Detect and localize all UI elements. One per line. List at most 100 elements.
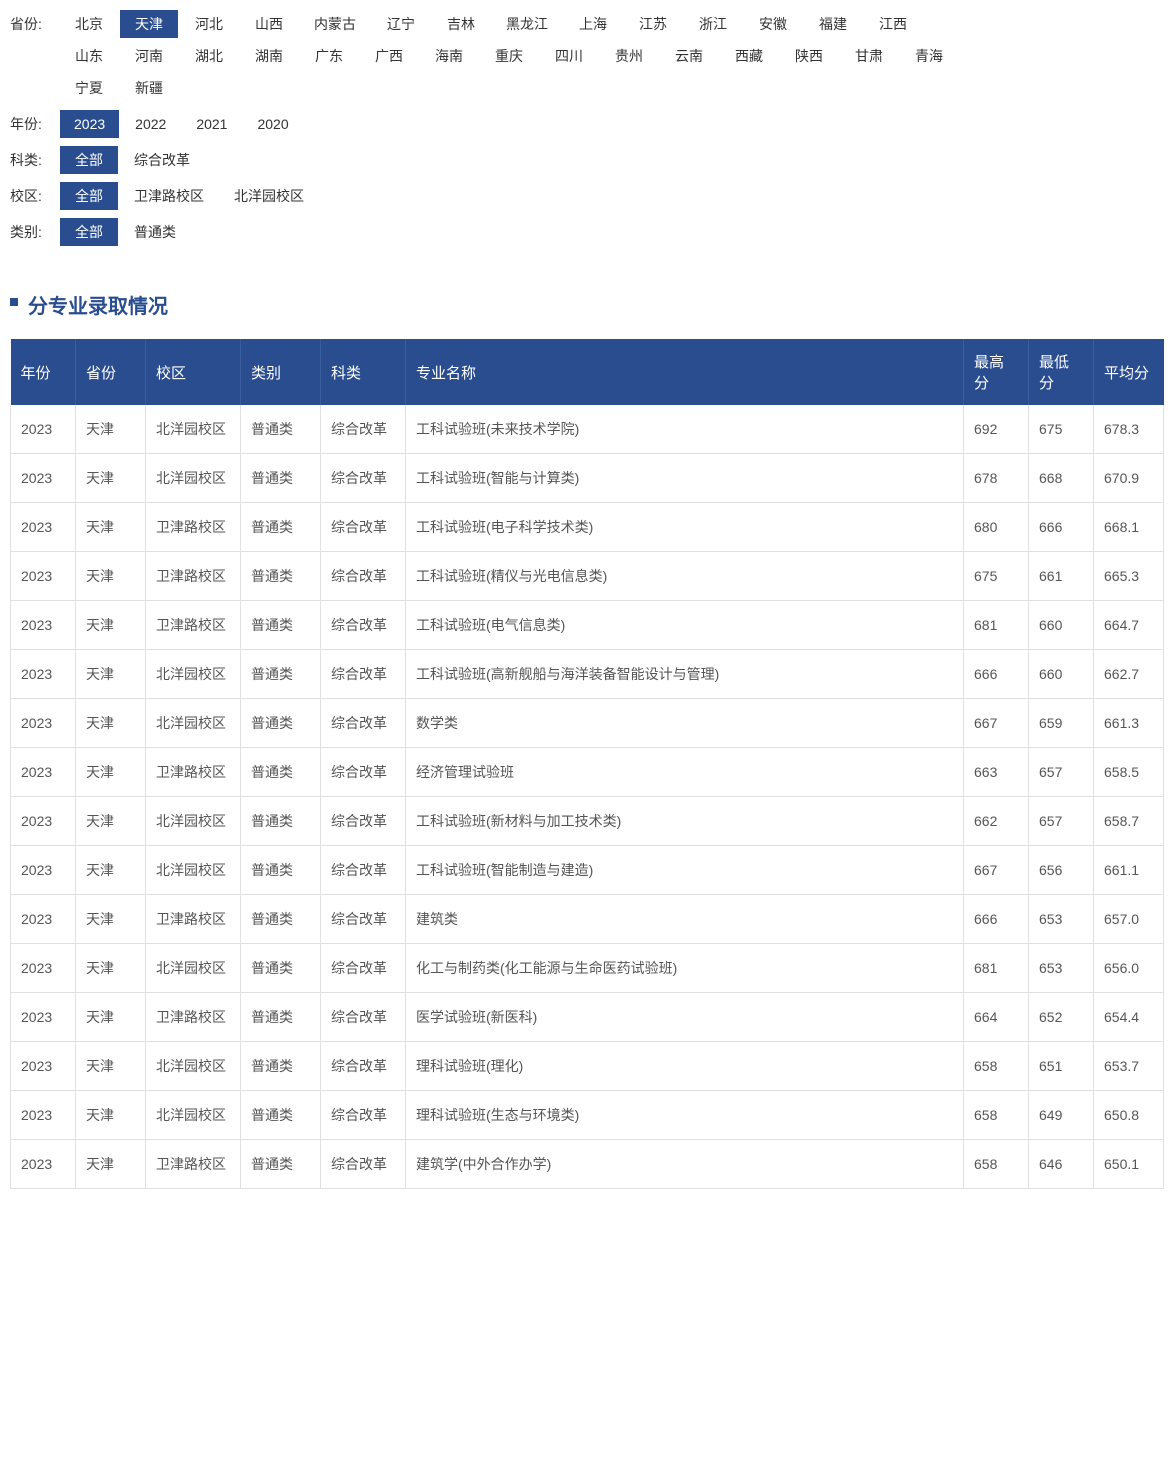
filter-option[interactable]: 西藏 [720, 42, 778, 70]
table-cell: 658 [964, 1091, 1029, 1140]
filter-option[interactable]: 新疆 [120, 74, 178, 102]
filter-option[interactable]: 湖南 [240, 42, 298, 70]
filter-option[interactable]: 普通类 [120, 218, 190, 246]
filter-option[interactable]: 安徽 [744, 10, 802, 38]
table-cell: 工科试验班(精仪与光电信息类) [406, 552, 964, 601]
table-cell: 普通类 [241, 993, 321, 1042]
filter-option[interactable]: 上海 [564, 10, 622, 38]
table-row: 2023天津北洋园校区普通类综合改革工科试验班(新材料与加工技术类)662657… [11, 797, 1164, 846]
filter-option[interactable]: 江西 [864, 10, 922, 38]
table-cell: 2023 [11, 1140, 76, 1189]
table-row: 2023天津卫津路校区普通类综合改革医学试验班(新医科)664652654.4 [11, 993, 1164, 1042]
filter-option[interactable]: 广东 [300, 42, 358, 70]
filter-option[interactable]: 山西 [240, 10, 298, 38]
table-cell: 天津 [76, 699, 146, 748]
filter-options: 全部普通类 [60, 218, 192, 250]
filter-option[interactable]: 福建 [804, 10, 862, 38]
filter-option[interactable]: 全部 [60, 146, 118, 174]
filter-option[interactable]: 2022 [121, 110, 180, 138]
table-cell: 661 [1029, 552, 1094, 601]
table-cell: 天津 [76, 454, 146, 503]
filter-label: 校区: [10, 182, 60, 210]
table-cell: 经济管理试验班 [406, 748, 964, 797]
table-cell: 2023 [11, 846, 76, 895]
filter-option[interactable]: 河北 [180, 10, 238, 38]
table-cell: 653.7 [1094, 1042, 1164, 1091]
table-cell: 681 [964, 944, 1029, 993]
table-cell: 666 [964, 895, 1029, 944]
table-cell: 理科试验班(生态与环境类) [406, 1091, 964, 1140]
table-cell: 普通类 [241, 895, 321, 944]
table-cell: 659 [1029, 699, 1094, 748]
filter-option[interactable]: 贵州 [600, 42, 658, 70]
table-cell: 2023 [11, 1091, 76, 1140]
table-cell: 668 [1029, 454, 1094, 503]
table-cell: 北洋园校区 [146, 846, 241, 895]
table-cell: 卫津路校区 [146, 503, 241, 552]
table-row: 2023天津北洋园校区普通类综合改革化工与制药类(化工能源与生命医药试验班)68… [11, 944, 1164, 993]
table-cell: 658.7 [1094, 797, 1164, 846]
filter-option[interactable]: 四川 [540, 42, 598, 70]
table-cell: 2023 [11, 503, 76, 552]
filter-option[interactable]: 北京 [60, 10, 118, 38]
filter-option[interactable]: 湖北 [180, 42, 238, 70]
table-cell: 657.0 [1094, 895, 1164, 944]
table-cell: 657 [1029, 748, 1094, 797]
table-cell: 工科试验班(智能与计算类) [406, 454, 964, 503]
filter-option[interactable]: 天津 [120, 10, 178, 38]
filter-option[interactable]: 江苏 [624, 10, 682, 38]
filter-option[interactable]: 综合改革 [120, 146, 204, 174]
table-cell: 天津 [76, 601, 146, 650]
filter-option[interactable]: 全部 [60, 218, 118, 246]
filter-option[interactable]: 2023 [60, 110, 119, 138]
filter-option[interactable]: 浙江 [684, 10, 742, 38]
table-cell: 2023 [11, 699, 76, 748]
filter-option[interactable]: 甘肃 [840, 42, 898, 70]
column-header: 类别 [241, 339, 321, 405]
filter-option[interactable]: 广西 [360, 42, 418, 70]
filter-option[interactable]: 宁夏 [60, 74, 118, 102]
filter-option[interactable]: 北洋园校区 [220, 182, 318, 210]
table-cell: 664.7 [1094, 601, 1164, 650]
filter-option[interactable]: 山东 [60, 42, 118, 70]
table-cell: 化工与制药类(化工能源与生命医药试验班) [406, 944, 964, 993]
table-cell: 660 [1029, 601, 1094, 650]
table-cell: 678 [964, 454, 1029, 503]
table-cell: 650.8 [1094, 1091, 1164, 1140]
table-cell: 681 [964, 601, 1029, 650]
filter-option[interactable]: 全部 [60, 182, 118, 210]
table-row: 2023天津北洋园校区普通类综合改革工科试验班(未来技术学院)692675678… [11, 405, 1164, 454]
table-cell: 675 [1029, 405, 1094, 454]
table-cell: 2023 [11, 650, 76, 699]
filter-option[interactable]: 2021 [182, 110, 241, 138]
table-cell: 北洋园校区 [146, 650, 241, 699]
filter-option[interactable]: 2020 [243, 110, 302, 138]
table-cell: 综合改革 [321, 797, 406, 846]
filter-option[interactable]: 吉林 [432, 10, 490, 38]
table-cell: 北洋园校区 [146, 1042, 241, 1091]
filter-option[interactable]: 青海 [900, 42, 958, 70]
filter-options: 全部综合改革 [60, 146, 206, 178]
table-cell: 普通类 [241, 797, 321, 846]
filter-option[interactable]: 卫津路校区 [120, 182, 218, 210]
table-cell: 北洋园校区 [146, 944, 241, 993]
filter-option[interactable]: 云南 [660, 42, 718, 70]
filter-option[interactable]: 内蒙古 [300, 10, 370, 38]
table-cell: 工科试验班(电气信息类) [406, 601, 964, 650]
table-cell: 660 [1029, 650, 1094, 699]
filter-option[interactable]: 黑龙江 [492, 10, 562, 38]
table-cell: 2023 [11, 797, 76, 846]
filter-option[interactable]: 海南 [420, 42, 478, 70]
column-header: 最高分 [964, 339, 1029, 405]
filter-option[interactable]: 辽宁 [372, 10, 430, 38]
table-cell: 工科试验班(智能制造与建造) [406, 846, 964, 895]
filter-option[interactable]: 河南 [120, 42, 178, 70]
filter-option[interactable]: 陕西 [780, 42, 838, 70]
filter-row: 年份:2023202220212020 [10, 110, 1164, 142]
filter-label: 省份: [10, 10, 60, 38]
table-cell: 675 [964, 552, 1029, 601]
table-cell: 普通类 [241, 503, 321, 552]
filter-option[interactable]: 重庆 [480, 42, 538, 70]
table-row: 2023天津北洋园校区普通类综合改革工科试验班(高新舰船与海洋装备智能设计与管理… [11, 650, 1164, 699]
filter-row: 省份:北京天津河北山西内蒙古辽宁吉林黑龙江上海江苏浙江安徽福建江西山东河南湖北湖… [10, 10, 1164, 106]
